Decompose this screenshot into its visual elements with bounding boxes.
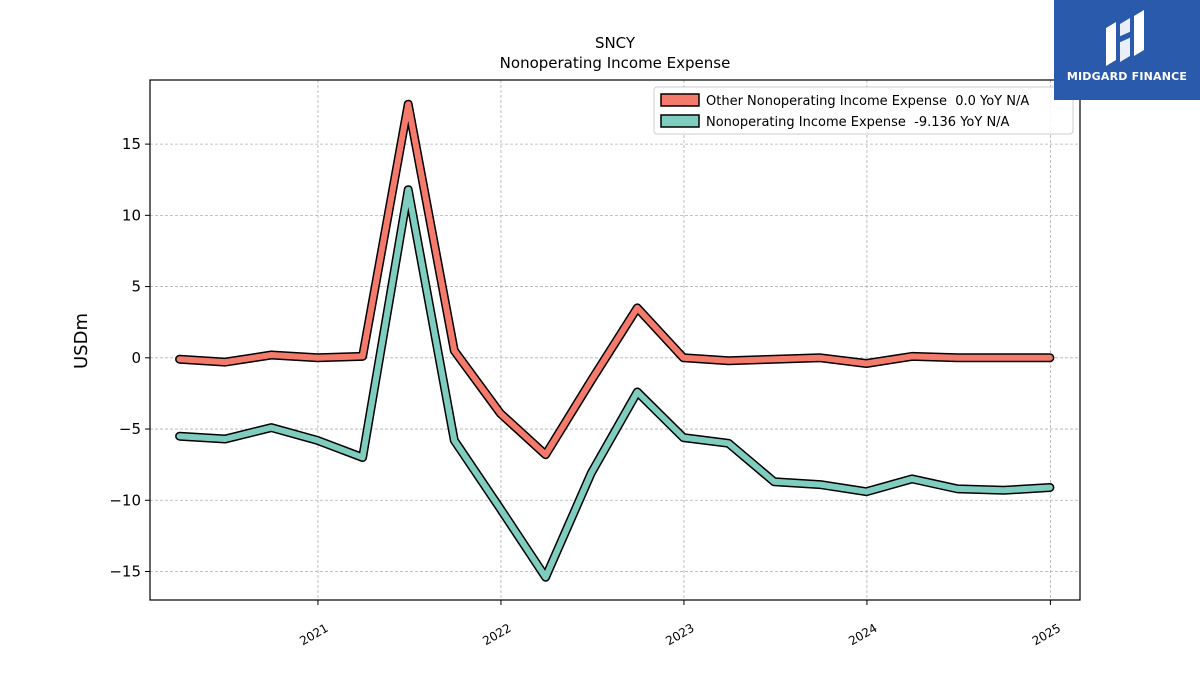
brand-logo: MIDGARD FINANCE [1054, 0, 1200, 100]
legend-swatch-nonoperating [660, 114, 700, 128]
legend-label-other-nonoperating: Other Nonoperating Income Expense 0.0 Yo… [706, 94, 1029, 109]
x-tick-label: 2023 [663, 621, 696, 648]
x-tick-label: 2021 [297, 621, 330, 648]
chart-title: SNCY [595, 34, 636, 52]
series-outline-1 [175, 185, 1055, 582]
y-tick-label: −15 [109, 563, 141, 581]
plot-area-frame [149, 79, 1081, 601]
series-line-1 [176, 186, 1053, 581]
grid [150, 80, 1080, 600]
y-tick-label: 0 [131, 349, 141, 367]
legend-label-nonoperating: Nonoperating Income Expense -9.136 YoY N… [706, 115, 1010, 130]
legend: Other Nonoperating Income Expense 0.0 Yo… [653, 86, 1074, 135]
x-tick-label: 2025 [1030, 621, 1063, 648]
y-tick-label: 5 [131, 278, 141, 296]
legend-swatch-other-nonoperating [660, 93, 700, 107]
y-axis-label: USDm [71, 313, 92, 369]
series-group [175, 99, 1055, 582]
y-tick-label: 10 [122, 206, 141, 224]
y-tick-label: −5 [119, 420, 141, 438]
midgard-logo-icon [1106, 10, 1144, 66]
x-tick-label: 2022 [480, 621, 513, 648]
x-tick-label: 2024 [846, 621, 879, 648]
y-tick-label: −10 [109, 491, 141, 509]
brand-name: MIDGARD FINANCE [1066, 70, 1188, 83]
series-outline-0 [175, 99, 1055, 460]
y-tick-label: 15 [122, 135, 141, 153]
legend-frame [653, 86, 1074, 135]
series-line-0 [176, 101, 1053, 458]
chart-subtitle: Nonoperating Income Expense [500, 54, 731, 72]
